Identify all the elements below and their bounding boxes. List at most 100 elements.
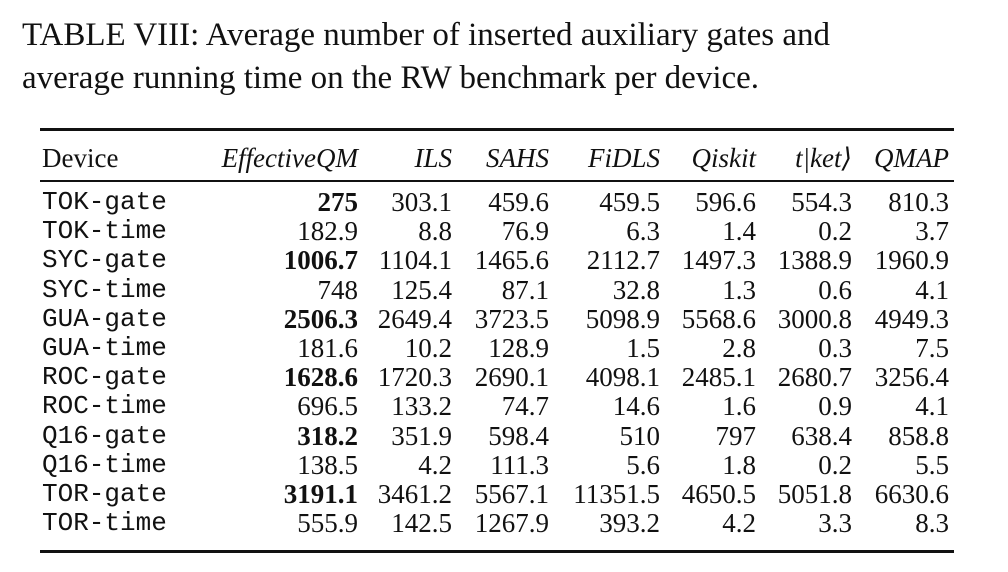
- table-row: GUA-time 181.6 10.2 128.9 1.5 2.8 0.3 7.5: [42, 333, 949, 364]
- cell-tket: 3.3: [818, 508, 852, 539]
- cell-qiskit: 1.4: [722, 216, 756, 247]
- cell-fidls: 393.2: [599, 508, 660, 539]
- cell-device: SYC-gate: [42, 245, 167, 276]
- cell-device: SYC-time: [42, 274, 167, 305]
- column-header-qmap: QMAP: [874, 143, 949, 173]
- bottom-rule: [40, 550, 954, 553]
- header-rule: [40, 180, 954, 182]
- cell-sahs: 1267.9: [474, 508, 549, 539]
- cell-sahs: 87.1: [501, 274, 549, 305]
- table-row: GUA-gate 2506.3 2649.4 3723.5 5098.9 5568.6 30…: [42, 303, 949, 334]
- cell-qmap: 1960.9: [874, 245, 949, 276]
- cell-qmap: 810.3: [888, 187, 949, 218]
- cell-tket: 3000.8: [777, 303, 852, 334]
- cell-qiskit: 1.6: [722, 391, 756, 422]
- cell-qiskit: 1.8: [722, 449, 756, 480]
- cell-tket: 5051.8: [777, 478, 852, 509]
- table-row: SYC-gate 1006.7 1104.1 1465.6 2112.7 1497.3 13…: [42, 246, 949, 275]
- cell-sahs: 111.3: [490, 449, 549, 480]
- cell-qmap: 4949.3: [874, 303, 949, 334]
- table-body: TOK-gate 275 303.1 459.6 459.5 596.6 554.3 810.…: [42, 188, 949, 538]
- table-row: ROC-time 696.5 133.2 74.7 14.6 1.6 0.9 4.1: [42, 392, 949, 421]
- cell-ils: 8.8: [418, 216, 452, 247]
- column-header-ils: ILS: [414, 143, 452, 173]
- cell-device: ROC-time: [42, 391, 167, 422]
- cell-qmap: 4.1: [915, 274, 949, 305]
- cell-tket: 554.3: [791, 187, 852, 218]
- cell-effectiveqm: 1628.6: [283, 362, 358, 393]
- cell-qiskit: 1.3: [722, 274, 756, 305]
- table-row: TOR-time 555.9 142.5 1267.9 393.2 4.2 3.3 8.3: [42, 509, 949, 538]
- cell-tket: 0.2: [818, 449, 852, 480]
- cell-device: GUA-gate: [42, 303, 167, 334]
- cell-device: Q16-gate: [42, 420, 167, 451]
- column-header-fidls: FiDLS: [587, 143, 660, 173]
- results-table: Device EffectiveQM ILS SAHS FiDLS Qiskit…: [42, 137, 949, 538]
- cell-effectiveqm: 696.5: [297, 391, 358, 422]
- cell-tket: 0.9: [818, 391, 852, 422]
- cell-fidls: 1.5: [626, 333, 660, 364]
- cell-qiskit: 4.2: [722, 508, 756, 539]
- header-row: Device EffectiveQM ILS SAHS FiDLS Qiskit…: [42, 137, 949, 180]
- caption-line-1: TABLE VIII: Average number of inserted a…: [22, 17, 831, 53]
- cell-sahs: 74.7: [501, 391, 549, 422]
- cell-fidls: 4098.1: [585, 362, 660, 393]
- table-row: SYC-time 748 125.4 87.1 32.8 1.3 0.6 4.1: [42, 274, 949, 305]
- cell-qmap: 6630.6: [874, 478, 949, 509]
- cell-qmap: 3256.4: [874, 362, 949, 393]
- cell-tket: 2680.7: [777, 362, 852, 393]
- cell-ils: 1104.1: [378, 245, 452, 276]
- cell-sahs: 128.9: [488, 333, 549, 364]
- table-row: Q16-time 138.5 4.2 111.3 5.6 1.8 0.2 5.5: [42, 449, 949, 480]
- cell-device: TOK-gate: [42, 187, 167, 218]
- cell-device: TOR-time: [42, 508, 167, 539]
- column-header-effectiveqm: EffectiveQM: [221, 143, 358, 173]
- cell-effectiveqm: 182.9: [297, 216, 358, 247]
- column-header-sahs: SAHS: [486, 143, 549, 173]
- cell-device: GUA-time: [42, 333, 167, 364]
- cell-fidls: 510: [619, 420, 661, 451]
- cell-ils: 4.2: [418, 449, 452, 480]
- cell-tket: 0.6: [818, 274, 852, 305]
- cell-fidls: 459.5: [599, 187, 660, 218]
- cell-effectiveqm: 138.5: [297, 449, 358, 480]
- cell-ils: 10.2: [404, 333, 452, 364]
- cell-sahs: 2690.1: [474, 362, 549, 393]
- cell-effectiveqm: 318.2: [297, 420, 358, 451]
- cell-qiskit: 1497.3: [681, 245, 756, 276]
- cell-qmap: 4.1: [915, 391, 949, 422]
- cell-ils: 2649.4: [377, 303, 452, 334]
- cell-qiskit: 797: [715, 420, 757, 451]
- cell-device: Q16-time: [42, 449, 167, 480]
- table-row: ROC-gate 1628.6 1720.3 2690.1 4098.1 2485.1 26…: [42, 363, 949, 392]
- cell-effectiveqm: 1006.7: [283, 245, 358, 276]
- cell-ils: 142.5: [391, 508, 452, 539]
- cell-effectiveqm: 748: [317, 274, 359, 305]
- cell-fidls: 6.3: [626, 216, 660, 247]
- cell-sahs: 5567.1: [474, 478, 549, 509]
- cell-fidls: 2112.7: [586, 245, 660, 276]
- cell-sahs: 459.6: [488, 187, 549, 218]
- cell-fidls: 5.6: [626, 449, 660, 480]
- column-header-device: Device: [42, 143, 119, 173]
- cell-effectiveqm: 2506.3: [283, 303, 358, 334]
- cell-tket: 0.2: [818, 216, 852, 247]
- cell-qmap: 8.3: [915, 508, 949, 539]
- caption-line-2: average running time on the RW benchmark…: [22, 60, 760, 96]
- cell-fidls: 11351.5: [573, 478, 660, 509]
- cell-fidls: 5098.9: [585, 303, 660, 334]
- cell-ils: 125.4: [391, 274, 452, 305]
- cell-qiskit: 2.8: [722, 333, 756, 364]
- table-caption: TABLE VIII: Average number of inserted a…: [22, 14, 997, 100]
- column-header-qiskit: Qiskit: [691, 143, 757, 173]
- cell-sahs: 3723.5: [474, 303, 549, 334]
- cell-qiskit: 2485.1: [681, 362, 756, 393]
- cell-qmap: 7.5: [915, 333, 949, 364]
- cell-sahs: 1465.6: [474, 245, 549, 276]
- cell-qmap: 858.8: [888, 420, 949, 451]
- cell-effectiveqm: 555.9: [297, 508, 358, 539]
- cell-qiskit: 596.6: [695, 187, 756, 218]
- top-rule: [40, 128, 954, 131]
- cell-tket: 1388.9: [777, 245, 852, 276]
- cell-device: ROC-gate: [42, 362, 167, 393]
